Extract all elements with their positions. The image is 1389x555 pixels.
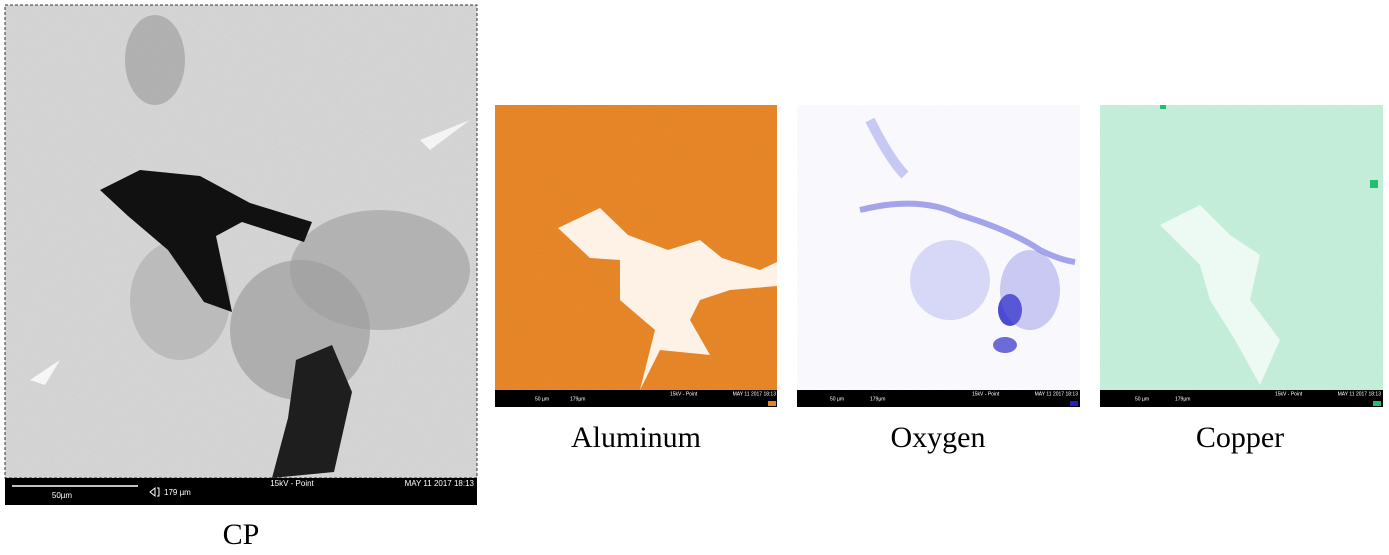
panel-label: Aluminum [571,421,701,454]
panel-label: Copper [1196,421,1284,454]
timestamp: MAY 11 2017 18:13 [1338,391,1382,397]
element-map [797,105,1080,390]
beam-setting: 15kV - Point [670,391,698,397]
scale-bar-label: 50µm [52,491,73,500]
scale-bar-label: 50 µm [1135,396,1149,402]
timestamp: MAY 11 2017 18:13 [1035,391,1079,397]
sem-image: 50µm 179 µm 15kV - Point MAY 11 2017 18:… [5,5,477,505]
panel-label: CP [223,518,260,551]
figure: 50µm 179 µm 15kV - Point MAY 11 2017 18:… [0,0,1389,555]
field-width: 179µm [870,396,885,402]
timestamp: MAY 11 2017 18:13 [405,479,475,488]
field-width: 179 µm [164,488,191,497]
timestamp: MAY 11 2017 18:13 [733,391,777,397]
scale-bar-label: 50 µm [535,396,549,402]
field-width: 179µm [1175,396,1190,402]
element-map [495,105,777,390]
beam-setting: 15kV - Point [270,479,314,488]
scale-bar-label: 50 µm [830,396,844,402]
beam-setting: 15kV - Point [972,391,1000,397]
field-width: 179µm [570,396,585,402]
panel-label: Oxygen [891,421,986,454]
beam-setting: 15kV - Point [1275,391,1303,397]
element-map [1100,105,1383,390]
